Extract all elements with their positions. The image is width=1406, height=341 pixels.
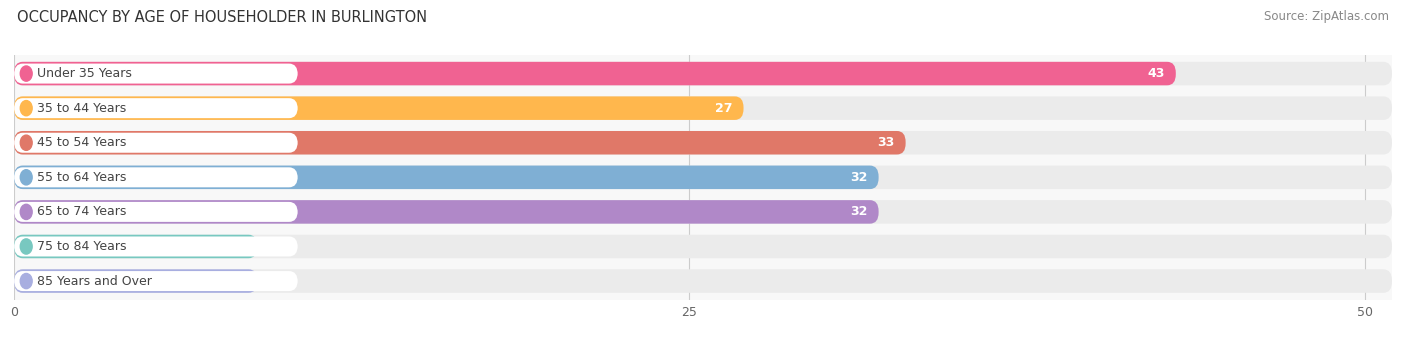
Circle shape (20, 66, 32, 81)
Text: Source: ZipAtlas.com: Source: ZipAtlas.com (1264, 10, 1389, 23)
FancyBboxPatch shape (14, 63, 298, 84)
FancyBboxPatch shape (14, 62, 1175, 85)
FancyBboxPatch shape (14, 62, 1392, 85)
Text: 75 to 84 Years: 75 to 84 Years (37, 240, 127, 253)
FancyBboxPatch shape (14, 131, 905, 154)
Text: Under 35 Years: Under 35 Years (37, 67, 132, 80)
FancyBboxPatch shape (14, 271, 298, 291)
Circle shape (20, 273, 32, 289)
Text: OCCUPANCY BY AGE OF HOUSEHOLDER IN BURLINGTON: OCCUPANCY BY AGE OF HOUSEHOLDER IN BURLI… (17, 10, 427, 25)
FancyBboxPatch shape (14, 237, 298, 256)
Circle shape (20, 135, 32, 150)
Text: 35 to 44 Years: 35 to 44 Years (37, 102, 127, 115)
Text: 33: 33 (877, 136, 894, 149)
FancyBboxPatch shape (14, 166, 1392, 189)
Text: 9: 9 (238, 240, 246, 253)
Circle shape (20, 204, 32, 220)
Text: 9: 9 (238, 275, 246, 287)
FancyBboxPatch shape (14, 200, 1392, 224)
Circle shape (20, 239, 32, 254)
FancyBboxPatch shape (14, 269, 257, 293)
FancyBboxPatch shape (14, 97, 744, 120)
Text: 32: 32 (851, 205, 868, 218)
Text: 43: 43 (1147, 67, 1166, 80)
Text: 55 to 64 Years: 55 to 64 Years (37, 171, 127, 184)
FancyBboxPatch shape (14, 166, 879, 189)
FancyBboxPatch shape (14, 269, 1392, 293)
FancyBboxPatch shape (14, 98, 298, 118)
FancyBboxPatch shape (14, 131, 1392, 154)
FancyBboxPatch shape (14, 235, 1392, 258)
FancyBboxPatch shape (14, 235, 257, 258)
Circle shape (20, 170, 32, 185)
Text: 45 to 54 Years: 45 to 54 Years (37, 136, 127, 149)
FancyBboxPatch shape (14, 200, 879, 224)
FancyBboxPatch shape (14, 97, 1392, 120)
Text: 27: 27 (716, 102, 733, 115)
Text: 32: 32 (851, 171, 868, 184)
Circle shape (20, 101, 32, 116)
Text: 65 to 74 Years: 65 to 74 Years (37, 205, 127, 218)
FancyBboxPatch shape (14, 202, 298, 222)
FancyBboxPatch shape (14, 133, 298, 153)
Text: 85 Years and Over: 85 Years and Over (37, 275, 152, 287)
FancyBboxPatch shape (14, 167, 298, 187)
